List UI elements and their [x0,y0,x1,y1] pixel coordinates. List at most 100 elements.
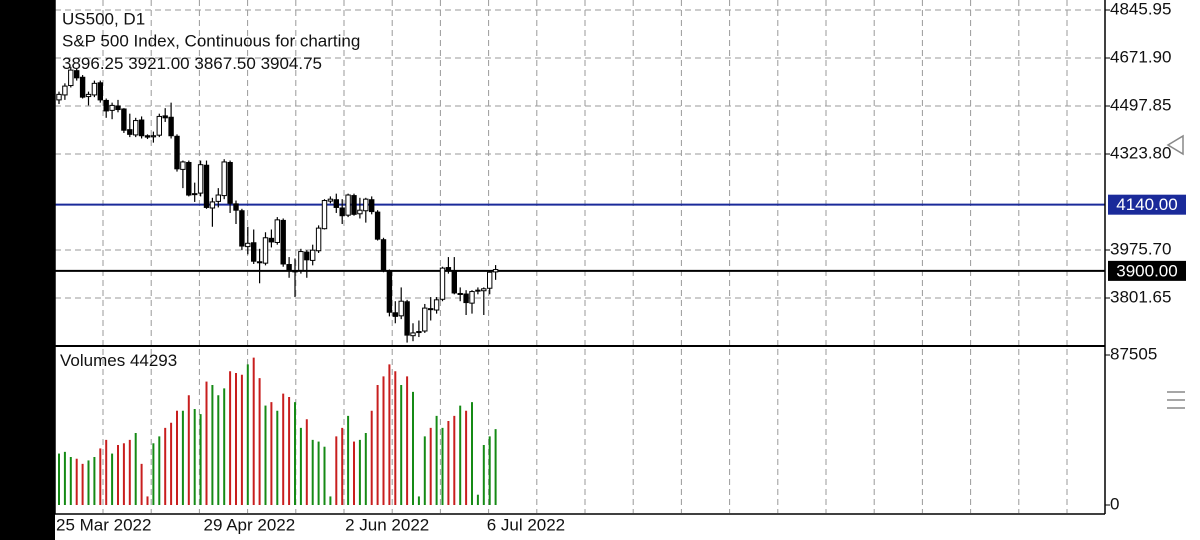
candle-body [321,200,328,230]
subtitle: S&P 500 Index, Continuous for charting [62,31,360,50]
candle-body [85,93,92,98]
volume-readout: Volumes 44293 [60,351,177,370]
candle-body [127,129,133,135]
candle-body [103,99,109,112]
candle-body [121,108,127,131]
candle-body [133,120,139,136]
x-tick-label: 2 Jun 2022 [345,515,429,534]
low-readout: 3867.50 [194,54,255,73]
candle-body [304,251,310,261]
candle-body [97,82,103,101]
candle-body [280,219,286,265]
candle-body [492,269,499,273]
candle-body [369,199,375,213]
candle-body [62,85,68,96]
candle-body [221,161,227,197]
candle-body [262,237,269,264]
x-tick-label: 29 Apr 2022 [204,515,296,534]
candle-body [386,270,393,313]
symbol: US500, D1 [62,9,145,28]
candle-body [333,199,340,208]
candle-body [245,242,251,248]
candle-body [209,201,216,209]
candle-body [433,299,440,311]
candle-body [481,288,487,292]
candle-body [451,270,458,294]
candle-body [463,293,469,304]
candle-body [115,105,121,111]
candle-body [339,207,345,217]
candle-body [445,267,452,272]
candle-body [404,301,410,336]
candle-body [439,267,446,300]
candle-body [215,194,222,202]
candle-body [398,300,404,317]
candle-body [298,251,304,271]
candle-body [292,270,298,273]
menu-icon[interactable] [1167,391,1185,409]
candle-body [109,104,115,111]
candle-body [251,242,257,262]
y-tick-label: 4497.85 [1110,95,1171,114]
candle-body [56,93,62,101]
candle-body [68,69,74,87]
candle-body [268,237,275,243]
candle-body [180,161,186,170]
y-tick-label: 4671.90 [1110,47,1171,66]
candle-body [374,211,381,240]
y-tick-label: 4845.95 [1110,0,1171,18]
y-tick-label: 4323.80 [1110,143,1171,162]
candle-body [162,115,168,119]
close-readout: 3904.75 [261,54,322,73]
price-level-label: 4140.00 [1116,195,1177,214]
candle-body [392,312,399,317]
volume-tick-label: 0 [1110,494,1119,513]
candle-body [150,135,157,138]
candle-body [357,209,363,215]
high-readout: 3921.00 [128,54,189,73]
candle-body [416,331,422,334]
left-bar [0,0,55,540]
volume-tick-label: 87505 [1110,344,1157,363]
candle-body [310,249,316,261]
price-level-tag [1108,260,1186,281]
side-toggle-icon[interactable] [1166,134,1184,156]
candle-body [475,289,481,292]
plot-layer [55,0,1105,513]
y-tick-label: 3975.70 [1110,239,1171,258]
candle-body [192,193,198,196]
candle-body [79,76,86,98]
candle-body [239,210,245,247]
candle-body [74,70,80,79]
candle-body [410,332,416,337]
y-tick-label: 3801.65 [1110,287,1171,306]
candle-body [227,161,233,204]
volume-label: Volumes [60,351,125,370]
candle-body [256,261,263,264]
price-level-label: 3900.00 [1116,261,1177,280]
candle-body [156,115,163,136]
candle-body [487,271,493,289]
candle-body [233,203,239,211]
candle-body [469,291,475,304]
price-level-tag [1108,194,1186,215]
candle-body [351,195,357,215]
open-readout: 3896.25 [62,54,123,73]
candle-body [274,219,281,243]
candle-body [144,135,151,138]
candle-body [203,164,210,208]
candle-body [457,292,463,295]
candle-body [168,116,174,137]
candle-body [315,227,322,252]
x-tick-label: 25 Mar 2022 [56,515,151,534]
candle-body [380,239,387,272]
candle-body [186,161,192,196]
candle-body [197,164,204,194]
ohlc-readout: 3896.25 3921.00 3867.50 3904.75 [62,54,322,73]
x-tick-label: 6 Jul 2022 [487,515,565,534]
candle-body [422,307,428,332]
candle-body [286,264,292,272]
candle-body [345,194,351,216]
volume-last: 44293 [130,351,177,370]
